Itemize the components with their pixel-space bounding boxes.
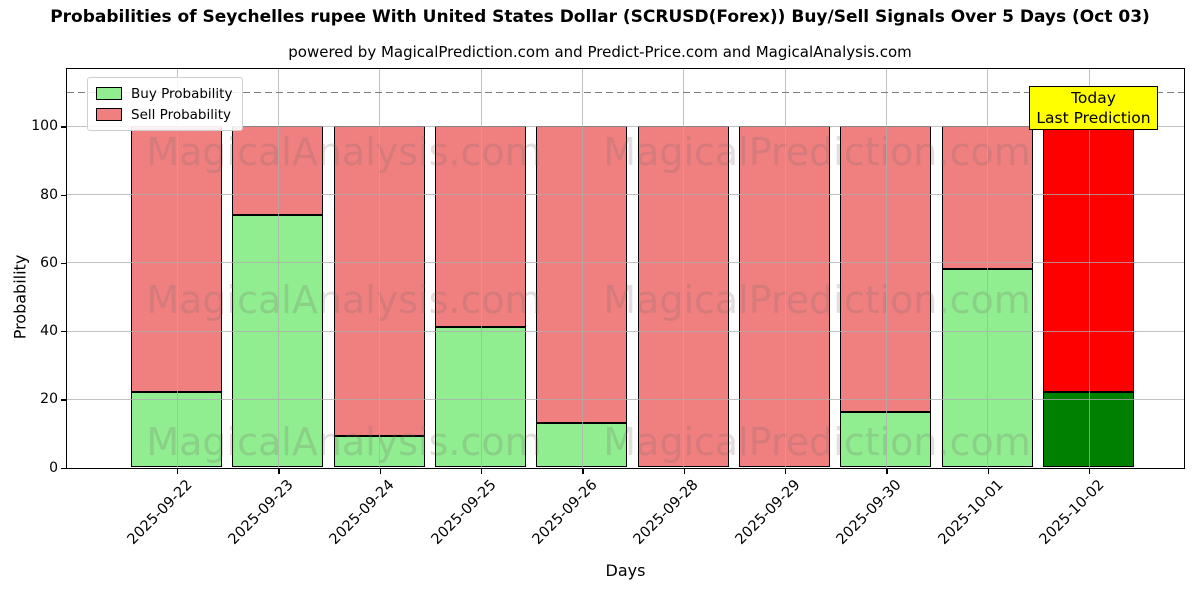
x-tick-mark [379,469,381,474]
x-tick-mark [177,469,179,474]
x-tick-label: 2025-10-01 [935,477,1007,548]
x-tick-mark [1089,469,1091,474]
x-tick-label: 2025-09-25 [428,477,500,548]
y-tick-mark [61,467,66,469]
x-tick-mark [987,469,990,474]
annotation-line-2: Last Prediction [1036,109,1151,127]
dashed-threshold-line [67,91,1184,94]
x-tick-mark [278,469,280,474]
watermark-text: MagicalPrediction.com [603,420,1031,464]
y-tick-label: 40 [40,323,58,340]
y-tick-mark [61,194,66,196]
v-gridline [581,69,583,468]
sell-swatch-icon [96,108,122,121]
watermark-text: MagicalPrediction.com [603,130,1031,174]
annotation-line-1: Today [1071,89,1116,107]
y-axis-label: Probability [10,254,30,340]
watermark-text: MagicalAnalysis.com [146,130,542,174]
x-tick-label: 2025-09-28 [631,477,703,548]
today-annotation: Today Last Prediction [1029,86,1158,130]
x-tick-mark [582,469,584,474]
legend-item-buy: Buy Probability [96,83,232,104]
v-gridline [277,69,279,468]
watermark-text: MagicalAnalysis.com [146,278,542,322]
x-tick-mark [683,469,686,474]
h-gridline [67,330,1184,332]
h-gridline [67,398,1184,400]
legend-buy-label: Buy Probability [131,85,233,102]
x-tick-label: 2025-09-29 [732,477,804,548]
x-tick-label: 2025-10-02 [1036,477,1108,548]
x-tick-label: 2025-09-26 [529,477,601,548]
buy-swatch-icon [96,87,122,100]
v-gridline [987,69,989,468]
legend-sell-label: Sell Probability [131,106,232,123]
y-tick-mark [61,331,66,333]
h-gridline [67,125,1184,127]
chart-subtitle: powered by MagicalPrediction.com and Pre… [288,43,912,61]
x-axis-label: Days [605,561,646,580]
y-tick-mark [61,399,66,401]
legend-item-sell: Sell Probability [96,104,232,125]
x-tick-label: 2025-09-30 [833,477,905,548]
v-gridline [379,69,381,468]
v-gridline [1088,69,1090,468]
y-tick-label: 100 [31,118,58,135]
v-gridline [885,69,887,468]
watermark-text: MagicalPrediction.com [603,278,1031,322]
v-gridline [683,69,685,468]
watermark-text: MagicalAnalysis.com [146,420,542,464]
x-tick-mark [481,469,483,474]
h-gridline [67,194,1184,196]
v-gridline [480,69,482,468]
y-tick-mark [61,262,66,265]
x-tick-label: 2025-09-23 [225,477,297,548]
h-gridline [67,262,1184,264]
x-tick-label: 2025-09-24 [327,477,399,548]
y-tick-label: 80 [40,186,58,203]
plot-area [66,68,1185,469]
y-tick-label: 0 [49,459,58,476]
chart-title: Probabilities of Seychelles rupee With U… [50,7,1150,27]
x-tick-mark [886,469,888,474]
y-tick-label: 60 [40,254,58,271]
y-tick-label: 20 [40,391,58,408]
x-tick-label: 2025-09-22 [124,477,196,548]
legend: Buy Probability Sell Probability [87,77,244,131]
y-tick-mark [61,126,66,128]
v-gridline [784,69,786,468]
x-tick-mark [785,469,787,474]
v-gridline [176,69,178,468]
